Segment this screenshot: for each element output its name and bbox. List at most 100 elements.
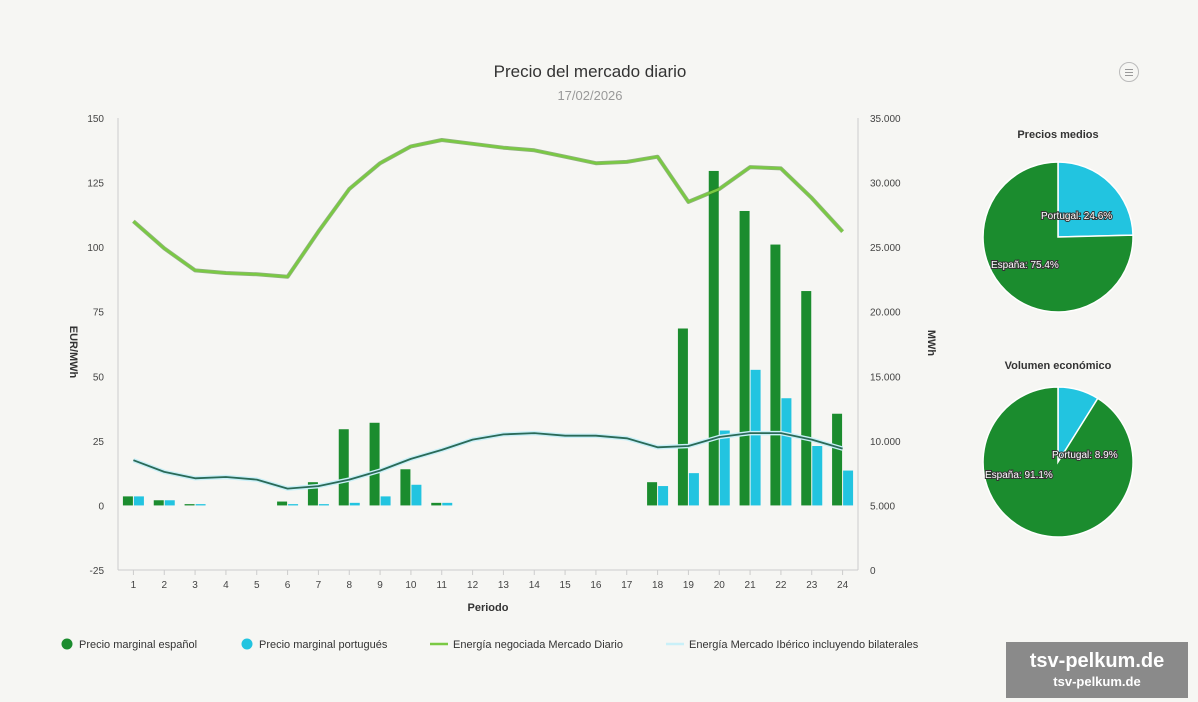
legend-label-4: Energía Mercado Ibérico incluyendo bilat… [689,639,919,651]
legend-label-2: Precio marginal portugués [259,639,388,651]
pie-charts: Precios medios España: 75.4% Portugal: 24.… [982,129,1134,538]
y-right-tick-label: 10.000 [870,437,901,448]
x-tick-label: 10 [405,580,417,591]
bar-precio-portugues [843,470,854,506]
y-right-tick-label: 5.000 [870,501,895,512]
x-tick-label: 16 [590,580,602,591]
bar-precio-portugues [195,504,206,506]
x-tick-label: 24 [837,580,849,591]
x-tick-label: 15 [560,580,572,591]
x-tick-label: 7 [316,580,322,591]
bar-precio-espanol [122,496,133,506]
y-right-tick-label: 15.000 [870,372,901,383]
x-tick-label: 11 [437,580,448,591]
pie-label-espana: España: 75.4% [991,260,1059,271]
line-energia-mercado-diario [132,138,844,279]
pie-title: Volumen económico [1005,360,1112,372]
y-axis-left-label: EUR/MWh [67,326,79,379]
bar-precio-espanol [739,210,750,506]
watermark: tsv-pelkum.de tsv-pelkum.de [1006,642,1188,698]
bar-precio-espanol [153,500,164,506]
x-tick-label: 2 [161,580,167,591]
bar-precio-portugues [442,502,453,506]
x-axis-label: Periodo [468,602,509,614]
bar-precio-portugues [349,502,360,506]
bar-precio-espanol [431,502,442,506]
watermark-line-2: tsv-pelkum.de [1053,674,1141,689]
bar-precio-portugues [411,484,422,506]
bar-precio-espanol [400,469,411,506]
chart-title: Precio del mercado diario [494,62,687,81]
bar-precio-espanol [184,504,195,506]
bar-precio-espanol [801,291,812,506]
y-left-tick-label: 50 [93,372,105,383]
x-tick-label: 1 [131,580,137,591]
x-tick-label: 14 [529,580,541,591]
y-left-tick-label: 100 [87,243,104,254]
bar-precio-espanol [677,328,688,506]
x-tick-label: 23 [806,580,818,591]
bar-precio-espanol [770,244,781,506]
legend-marker-1 [61,638,73,650]
x-tick-label: 8 [346,580,352,591]
watermark-line-1: tsv-pelkum.de [1029,650,1165,672]
bar-precio-portugues [781,398,792,506]
y-right-tick-label: 25.000 [870,243,901,254]
x-tick-label: 6 [285,580,291,591]
x-tick-label: 18 [652,580,664,591]
y-right-tick-label: 20.000 [870,308,901,319]
y-axis-right-label: MWh [925,330,937,357]
x-tick-label: 17 [621,580,633,591]
pie-slice-portugal [1057,161,1134,238]
legend-label-1: Precio marginal español [79,639,197,651]
bar-precio-portugues [750,369,761,506]
legend: Precio marginal español Precio marginal p… [61,638,919,651]
bar-precio-portugues [380,496,391,506]
x-tick-label: 20 [714,580,726,591]
y-left-tick-label: 0 [98,501,104,512]
x-tick-label: 3 [192,580,198,591]
y-right-tick-label: 30.000 [870,179,901,190]
line-energia-md-shadow [132,138,845,279]
chart-subtitle: 17/02/2026 [557,88,622,103]
line-energia-mercado-iberico [133,432,843,490]
legend-marker-2 [241,638,253,650]
x-tick-label: 21 [745,580,757,591]
plot-area: -25025507510012515005.00010.00015.00020.… [87,114,901,591]
bar-precio-espanol [647,482,658,506]
line-energia-iberico-glow [132,430,844,491]
bar-precio-espanol [338,429,349,506]
bar-precio-espanol [277,501,288,506]
bar-precio-portugues [812,446,823,506]
y-right-tick-label: 0 [870,566,876,577]
bar-precio-espanol [832,413,843,506]
x-tick-label: 12 [467,580,479,591]
y-left-tick-label: -25 [90,566,105,577]
bar-precio-espanol [708,170,719,506]
pie-slice-espana [982,386,1134,538]
pie-slice-espana [982,161,1134,313]
y-left-tick-label: 150 [87,114,104,125]
pie-label-portugal: Portugal: 24.6% [1041,211,1112,222]
y-left-tick-label: 125 [87,179,104,190]
x-tick-label: 9 [377,580,383,591]
bar-precio-portugues [318,504,329,506]
bar-precio-portugues [658,486,669,506]
y-left-tick-label: 25 [93,437,105,448]
x-tick-label: 13 [498,580,510,591]
y-left-tick-label: 75 [93,308,105,319]
bar-precio-portugues [288,504,299,506]
x-tick-label: 4 [223,580,229,591]
pie-label-espana: España: 91.1% [985,470,1053,481]
bar-precio-espanol [369,422,380,506]
bar-precio-portugues [688,473,699,506]
bar-precio-portugues [719,430,730,506]
pie-title: Precios medios [1017,129,1098,141]
bar-precio-portugues [133,496,144,506]
menu-icon[interactable] [1119,62,1139,82]
bar-precio-espanol [307,482,318,506]
x-tick-label: 19 [683,580,695,591]
bar-precio-portugues [164,500,175,506]
x-tick-label: 5 [254,580,260,591]
